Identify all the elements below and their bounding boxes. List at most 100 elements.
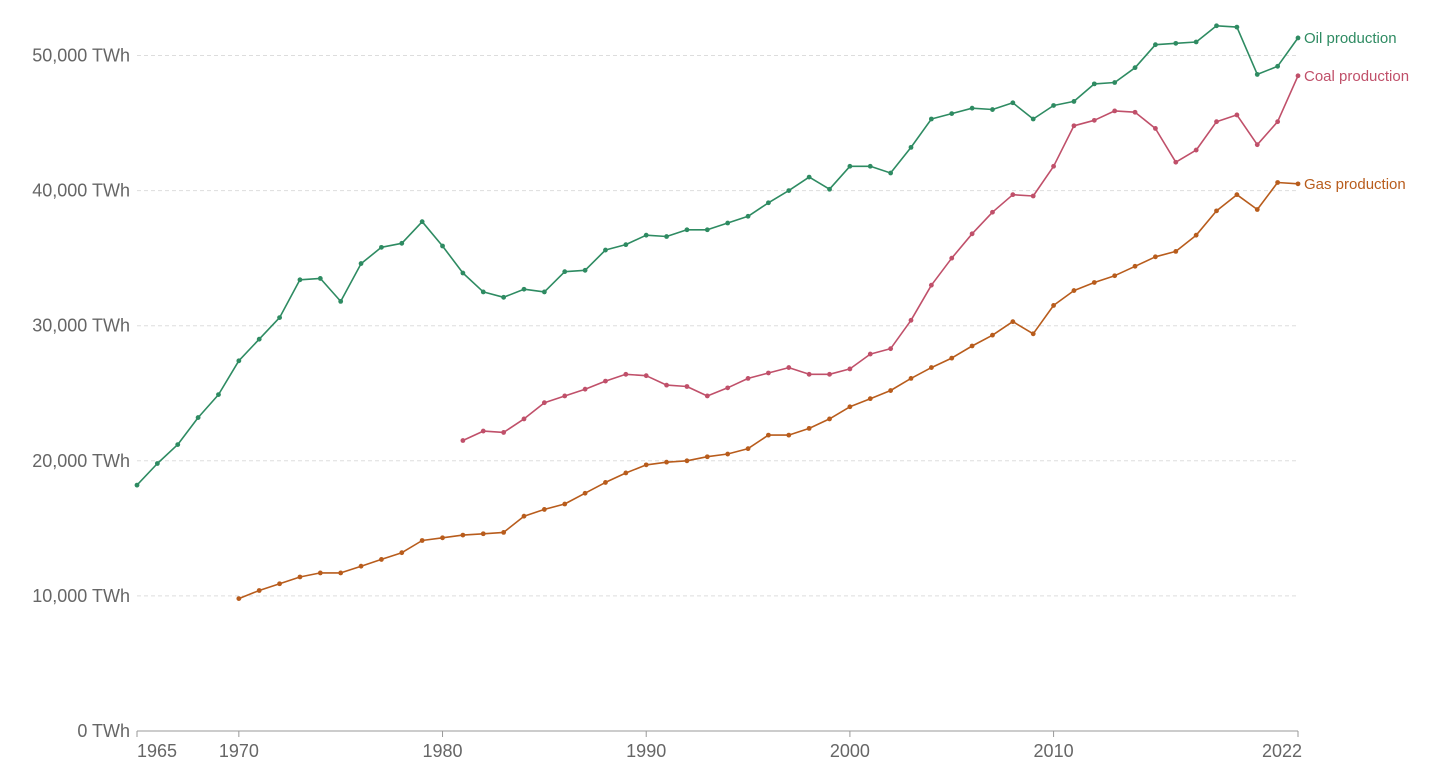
data-point: [1173, 159, 1179, 165]
data-point: [766, 200, 771, 206]
data-point: [1234, 24, 1240, 30]
data-point: [908, 317, 914, 323]
data-point: [541, 289, 547, 295]
data-point: [521, 416, 527, 422]
data-point: [175, 442, 181, 447]
data-point: [399, 550, 405, 556]
data-point: [949, 255, 955, 261]
data-point: [1275, 180, 1281, 185]
data-point: [582, 490, 588, 496]
data-point: [1030, 331, 1036, 337]
data-point: [786, 365, 792, 370]
data-point: [806, 425, 812, 431]
data-point: [806, 371, 812, 377]
data-point: [379, 244, 384, 250]
data-point: [704, 227, 710, 233]
data-point: [256, 588, 262, 593]
data-point: [236, 358, 242, 364]
data-point: [1112, 273, 1118, 279]
data-point: [888, 170, 894, 176]
data-point: [154, 461, 160, 466]
data-point: [1193, 232, 1199, 238]
data-point: [928, 365, 934, 370]
data-point: [847, 404, 853, 410]
data-point: [501, 530, 507, 535]
data-point: [236, 596, 242, 602]
data-point: [134, 482, 140, 488]
data-point: [1275, 119, 1281, 125]
data-point: [338, 570, 344, 576]
data-point: [399, 240, 405, 246]
data-point: [297, 277, 303, 283]
series-lines: [134, 23, 1301, 602]
data-point: [480, 531, 486, 537]
data-point: [664, 382, 669, 388]
data-point: [643, 462, 649, 468]
data-point: [317, 276, 323, 281]
data-point: [827, 371, 832, 377]
data-point: [1193, 39, 1199, 45]
data-point: [643, 232, 649, 238]
y-tick-label: 20,000 TWh: [32, 451, 130, 471]
data-point: [603, 378, 608, 384]
data-point: [928, 282, 934, 288]
data-point: [969, 231, 975, 237]
data-point: [949, 355, 955, 361]
series-coal-production: [460, 73, 1301, 443]
y-tick-label: 10,000 TWh: [32, 586, 130, 606]
data-point: [358, 261, 364, 266]
y-tick-label: 50,000 TWh: [32, 46, 130, 66]
series-end-label: Oil production: [1304, 30, 1397, 47]
data-point: [501, 294, 507, 300]
data-point: [867, 396, 873, 402]
data-point: [827, 416, 832, 422]
series-end-label: Gas production: [1304, 176, 1406, 193]
data-point: [419, 538, 425, 543]
data-point: [908, 144, 914, 150]
data-point: [725, 220, 731, 226]
data-point: [562, 269, 568, 275]
data-point: [1010, 319, 1016, 325]
x-tick-label: 1965: [137, 741, 177, 761]
data-point: [704, 393, 710, 399]
data-point: [1010, 192, 1016, 198]
data-point: [338, 298, 344, 304]
data-point: [623, 371, 629, 377]
data-point: [216, 392, 221, 398]
y-tick-label: 0 TWh: [77, 721, 130, 741]
data-point: [1173, 248, 1179, 254]
series-oil-production: [134, 23, 1301, 488]
data-point: [1071, 123, 1077, 129]
data-point: [1234, 112, 1240, 118]
data-point: [440, 243, 445, 249]
x-tick-label: 2000: [830, 741, 870, 761]
data-point: [847, 366, 853, 372]
x-tick-label: 2022: [1262, 741, 1302, 761]
data-point: [643, 373, 649, 379]
data-point: [277, 581, 282, 587]
data-point: [1112, 80, 1118, 85]
data-point: [1214, 208, 1219, 214]
data-point: [1295, 73, 1301, 79]
data-point: [358, 563, 364, 569]
data-point: [1275, 63, 1281, 69]
data-point: [521, 286, 527, 292]
data-point: [725, 385, 731, 391]
data-point: [440, 535, 445, 541]
axes: 0 TWh 10,000 TWh 20,000 TWh 30,000 TWh 40,00…: [32, 46, 1302, 762]
data-point: [1051, 103, 1056, 108]
data-point: [1153, 126, 1158, 131]
data-point: [990, 332, 995, 338]
data-point: [928, 116, 934, 122]
data-point: [786, 432, 792, 438]
data-point: [623, 242, 629, 248]
data-point: [664, 459, 669, 465]
data-point: [745, 213, 751, 219]
data-point: [460, 270, 466, 276]
data-point: [582, 267, 588, 273]
data-point: [664, 234, 669, 239]
data-point: [460, 438, 466, 443]
data-point: [1091, 117, 1097, 123]
